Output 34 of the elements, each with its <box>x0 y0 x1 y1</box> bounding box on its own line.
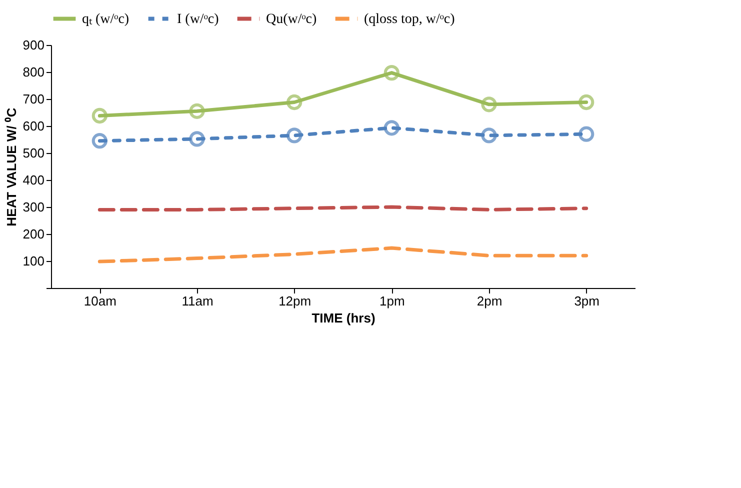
y-tick-label: 800 <box>22 64 44 80</box>
line-series <box>98 246 588 264</box>
x-tick-label: 10am <box>84 294 116 308</box>
y-tick-label: 400 <box>22 172 44 188</box>
point <box>481 96 497 112</box>
legend-label: (qloss top, w/ᵒc) <box>364 12 456 27</box>
point <box>481 128 497 144</box>
point <box>384 64 400 81</box>
y-tick-label: 600 <box>22 118 44 134</box>
y-tick-label: 100 <box>22 254 44 268</box>
legend-label: qₜ (w/ᵒc) <box>82 12 130 27</box>
y-tick-label: 500 <box>22 146 44 160</box>
point <box>92 108 108 124</box>
legend-label: Qu(w/ᵒc) <box>266 12 318 27</box>
point <box>189 103 205 119</box>
x-tick-label: 11am <box>182 294 214 308</box>
y-tick-label: 700 <box>22 92 44 106</box>
point <box>189 131 205 147</box>
legend-label: I (w/ᵒc) <box>177 12 220 27</box>
point <box>286 94 302 110</box>
x-tick-label: 1pm <box>380 294 405 308</box>
y-axis-title: HEAT VALUE W/ ⁰C <box>4 107 19 226</box>
point <box>578 126 594 142</box>
y-tick-label: 200 <box>22 226 44 242</box>
x-tick-label: 3pm <box>574 294 600 308</box>
x-tick-label: 12pm <box>278 294 312 308</box>
point <box>384 120 400 136</box>
y-tick-label: 300 <box>22 200 44 214</box>
point <box>578 94 594 110</box>
point <box>286 128 302 144</box>
x-axis-title: TIME (hrs) <box>312 310 376 326</box>
x-tick-label: 2pm <box>476 294 502 308</box>
point <box>92 133 108 149</box>
y-tick-label: 900 <box>22 38 44 52</box>
